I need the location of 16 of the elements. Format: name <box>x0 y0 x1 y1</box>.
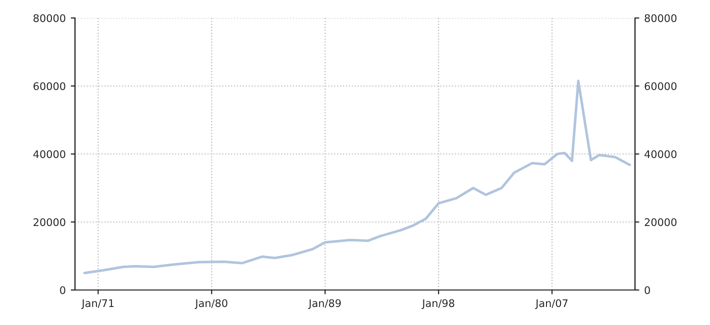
x-tick-label: Jan/80 <box>194 299 228 310</box>
y2-tick-label: 60000 <box>644 82 676 90</box>
y2-tick-label: 40000 <box>644 150 676 158</box>
y-tick-label: 60000 <box>34 82 66 90</box>
x-tick-label: Jan/71 <box>81 299 114 310</box>
y-tick-label: 0 <box>60 286 66 294</box>
x-tick-label: Jan/89 <box>308 299 341 310</box>
y2-tick-label: 0 <box>644 286 650 294</box>
x-tick-label: Jan/98 <box>422 299 454 310</box>
line-series <box>83 80 631 274</box>
y-tick-label: 40000 <box>33 150 66 158</box>
y2-tick-label: 20000 <box>644 218 676 226</box>
y-tick-label: 80000 <box>34 14 66 22</box>
y-tick-label: 20000 <box>34 218 66 226</box>
y2-tick-label: 80000 <box>644 14 676 22</box>
x-tick-label: Jan/07 <box>535 299 568 310</box>
